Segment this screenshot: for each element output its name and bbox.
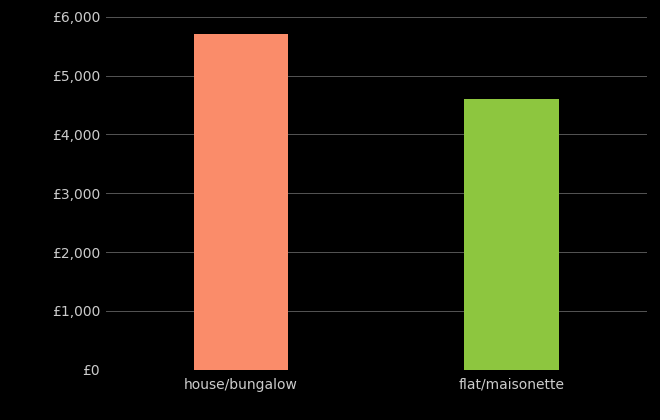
Bar (464, 99, 559, 370)
Bar (193, 34, 288, 370)
